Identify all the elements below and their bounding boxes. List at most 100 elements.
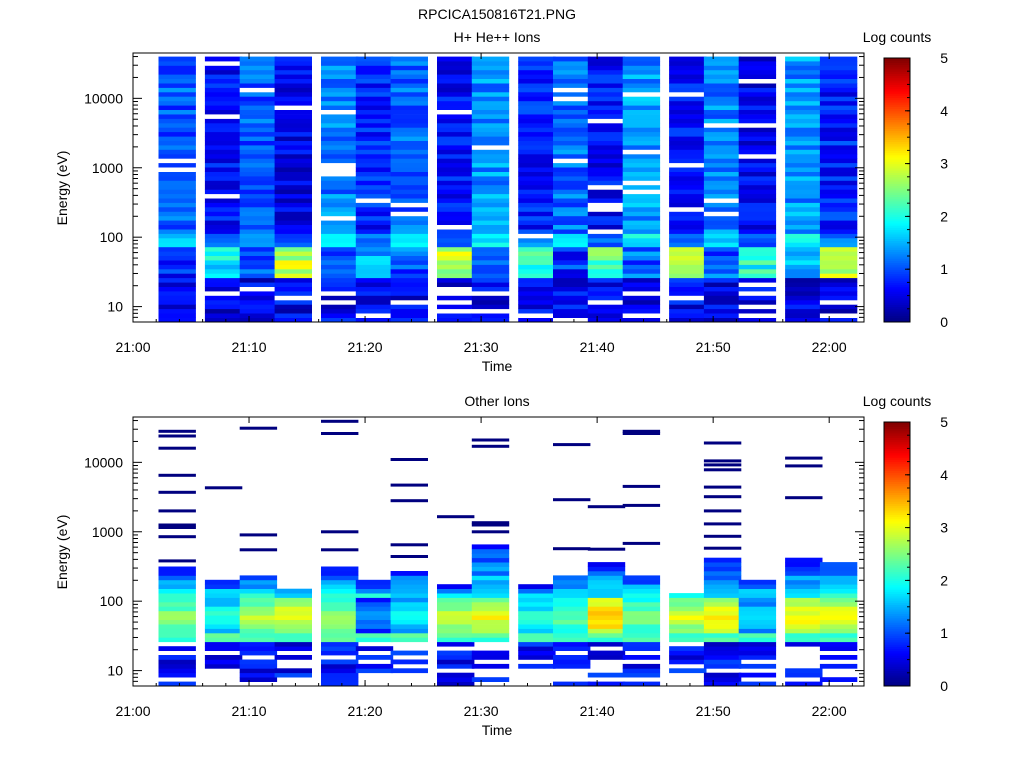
sparse-count-line — [239, 426, 278, 430]
sparse-count-line — [622, 484, 661, 488]
heatmap-column — [819, 562, 858, 682]
heatmap-cell — [158, 176, 196, 181]
heatmap-cell — [703, 260, 742, 265]
heatmap-cell — [239, 610, 278, 616]
heatmap-cell — [437, 189, 475, 195]
heatmap-cell — [274, 61, 312, 66]
heatmap-cell — [437, 207, 475, 212]
heatmap-cell — [471, 61, 510, 66]
heatmap-cell — [703, 145, 742, 150]
heatmap-cell — [158, 233, 196, 239]
heatmap-cell — [239, 588, 278, 594]
heatmap-cell — [321, 215, 359, 221]
colorbar-step — [884, 256, 910, 259]
heatmap-cell — [518, 282, 556, 287]
colorbar-step — [884, 681, 910, 685]
heatmap-cell — [274, 69, 312, 75]
heatmap-cell — [239, 282, 278, 287]
heatmap-cell — [158, 286, 196, 292]
heatmap-cell — [321, 659, 359, 665]
heatmap-cell — [553, 215, 591, 221]
heatmap-cell — [471, 96, 510, 102]
heatmap-cell — [622, 282, 661, 287]
heatmap-cell — [390, 299, 428, 305]
heatmap-cell — [158, 127, 196, 133]
heatmap-cell — [390, 127, 428, 133]
heatmap-cell — [204, 242, 243, 248]
heatmap-cell — [587, 145, 626, 150]
x-tick-label: 21:20 — [348, 703, 383, 719]
heatmap-cell — [622, 153, 661, 159]
x-tick-label: 21:00 — [115, 339, 150, 355]
heatmap-cell — [437, 78, 475, 84]
heatmap-cell — [738, 588, 777, 594]
heatmap-cell — [390, 597, 428, 603]
heatmap-cell — [738, 176, 777, 181]
heatmap-cell — [669, 158, 707, 164]
heatmap-cell — [321, 273, 359, 279]
heatmap-cell — [785, 61, 823, 66]
heatmap-cell — [703, 87, 742, 93]
heatmap-cell — [355, 193, 394, 199]
sparse-count-line — [158, 473, 196, 477]
heatmap-cell — [390, 207, 428, 212]
heatmap-cell — [669, 171, 707, 177]
heatmap-cell — [204, 282, 243, 287]
colorbar-step — [884, 609, 910, 612]
heatmap-cell — [518, 100, 556, 106]
heatmap-cell — [703, 317, 742, 323]
heatmap-cell — [390, 637, 428, 643]
heatmap-cell — [587, 641, 626, 647]
heatmap-cell — [158, 162, 196, 168]
colorbar-step — [884, 521, 910, 524]
heatmap-cell — [471, 153, 510, 159]
heatmap-cell — [321, 286, 359, 292]
heatmap-column — [553, 443, 591, 687]
heatmap-cell — [553, 632, 591, 638]
colorbar-step — [884, 648, 910, 652]
heatmap-cell — [669, 637, 707, 643]
heatmap-cell — [471, 593, 510, 598]
heatmap-cell — [785, 624, 823, 629]
heatmap-cell — [158, 260, 196, 265]
heatmap-cell — [518, 180, 556, 186]
y-tick-label: 1000 — [92, 160, 123, 176]
heatmap-cell — [819, 562, 858, 567]
heatmap-cell — [204, 286, 243, 292]
colorbar-step — [884, 653, 910, 656]
heatmap-cell — [471, 610, 510, 616]
heatmap-cell — [703, 158, 742, 164]
sparse-count-line — [204, 486, 243, 490]
colorbar-step — [884, 249, 910, 253]
colorbar-step — [884, 192, 910, 195]
sparse-count-line — [587, 505, 626, 509]
heatmap-cell — [587, 575, 626, 581]
heatmap-cell — [321, 167, 359, 172]
x-tick-label: 21:50 — [696, 339, 731, 355]
heatmap-cell — [437, 295, 475, 301]
heatmap-cell — [390, 193, 428, 199]
heatmap-cell — [355, 69, 394, 75]
heatmap-cell — [622, 663, 661, 669]
heatmap-cell — [587, 118, 626, 124]
heatmap-cell — [587, 628, 626, 634]
heatmap-cell — [390, 575, 428, 581]
heatmap-cell — [622, 299, 661, 305]
heatmap-cell — [587, 69, 626, 75]
heatmap-cell — [158, 264, 196, 270]
colorbar-step — [884, 540, 910, 544]
heatmap-cell — [819, 663, 858, 669]
heatmap-cell — [553, 251, 591, 256]
heatmap-cell — [669, 313, 707, 318]
heatmap-cell — [703, 584, 742, 589]
heatmap-cell — [518, 597, 556, 603]
heatmap-cell — [622, 593, 661, 598]
sparse-count-line — [390, 555, 428, 558]
heatmap-cell — [158, 615, 196, 620]
colorbar-step — [884, 262, 910, 266]
heatmap-cell — [321, 295, 359, 301]
panel1-axes: 21:00 21:10 21:20 21:30 21:40 21:50 22:0010100… — [84, 53, 864, 355]
heatmap-cell — [622, 313, 661, 318]
heatmap-cell — [518, 632, 556, 638]
heatmap-cell — [471, 606, 510, 612]
